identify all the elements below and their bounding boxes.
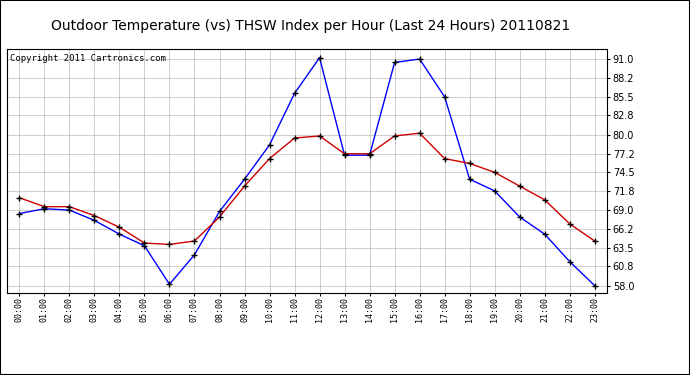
Text: Outdoor Temperature (vs) THSW Index per Hour (Last 24 Hours) 20110821: Outdoor Temperature (vs) THSW Index per …	[51, 19, 570, 33]
Text: Copyright 2011 Cartronics.com: Copyright 2011 Cartronics.com	[10, 54, 166, 63]
